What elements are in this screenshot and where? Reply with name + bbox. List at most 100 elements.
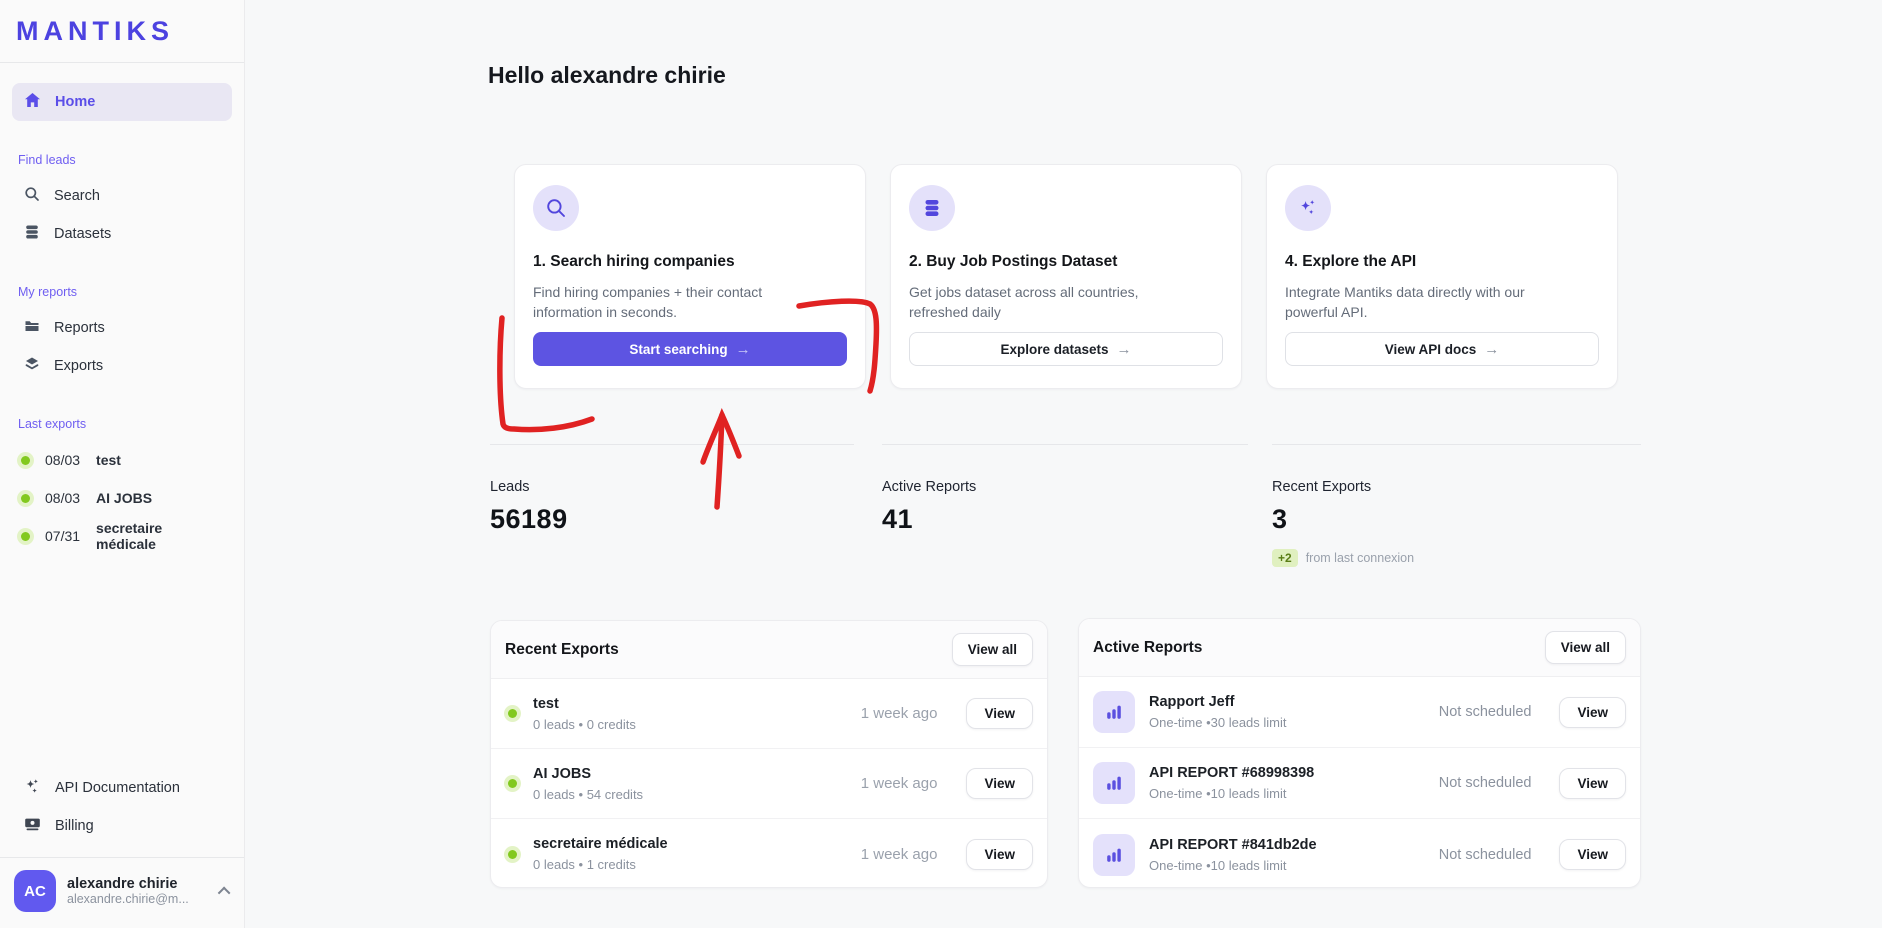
section-label-find-leads: Find leads bbox=[18, 153, 76, 167]
card-description: Integrate Mantiks data directly with our… bbox=[1285, 284, 1525, 321]
card-description: Find hiring companies + their contact in… bbox=[533, 284, 763, 321]
report-name: API REPORT #68998398 bbox=[1149, 765, 1315, 781]
view-api-docs-button[interactable]: View API docs → bbox=[1285, 332, 1599, 366]
sidebar-item-label: Exports bbox=[54, 358, 104, 374]
sidebar-item-label: Search bbox=[54, 188, 100, 204]
arrow-right-icon: → bbox=[735, 340, 751, 358]
report-row: Rapport Jeff One-time •30 leads limit No… bbox=[1079, 677, 1640, 748]
sidebar-item-reports[interactable]: Reports bbox=[12, 309, 232, 347]
database-icon bbox=[909, 185, 955, 231]
sparkles-icon bbox=[24, 778, 41, 799]
export-name: AI JOBS bbox=[533, 765, 592, 782]
view-report-button[interactable]: View bbox=[1559, 839, 1626, 870]
export-row: AI JOBS 0 leads • 54 credits 1 week ago … bbox=[491, 749, 1047, 819]
arrow-right-icon: → bbox=[1484, 340, 1500, 358]
report-meta: One-time •10 leads limit bbox=[1149, 857, 1287, 873]
card-title: 1. Search hiring companies bbox=[533, 253, 735, 270]
onboarding-cards: 1. Search hiring companies Find hiring c… bbox=[514, 164, 1618, 389]
layers-icon bbox=[24, 356, 40, 376]
sidebar-item-api-documentation[interactable]: API Documentation bbox=[12, 769, 232, 807]
stat-active-reports: Active Reports 41 bbox=[882, 444, 1248, 535]
view-report-button[interactable]: View bbox=[1559, 767, 1626, 799]
status-dot-icon bbox=[21, 493, 30, 503]
view-all-exports-button[interactable]: View all bbox=[951, 633, 1033, 666]
mantiks-logo: MANTIKS bbox=[16, 16, 174, 46]
stat-value: 56189 bbox=[490, 504, 568, 534]
status-dot-icon bbox=[508, 849, 517, 859]
panel-header: Recent Exports View all bbox=[491, 621, 1047, 679]
sidebar-footer: API Documentation Billing AC alexandre c… bbox=[0, 769, 244, 928]
database-icon bbox=[24, 224, 40, 244]
bar-chart-icon bbox=[1093, 691, 1135, 733]
billing-icon bbox=[24, 816, 41, 836]
last-export-item[interactable]: 08/03 test bbox=[12, 441, 232, 479]
sidebar-item-label: Reports bbox=[54, 320, 105, 336]
bar-chart-icon bbox=[1093, 833, 1135, 876]
export-info: test 0 leads • 0 credits bbox=[533, 696, 848, 732]
sidebar-item-home[interactable]: Home bbox=[12, 83, 232, 121]
export-row: test 0 leads • 0 credits 1 week ago View bbox=[491, 679, 1047, 749]
search-icon bbox=[24, 186, 40, 206]
export-meta: 0 leads • 0 credits bbox=[533, 716, 636, 732]
user-menu[interactable]: AC alexandre chirie alexandre.chirie@m..… bbox=[12, 858, 232, 928]
button-label: Start searching bbox=[629, 341, 728, 357]
export-row: secretaire médicale 0 leads • 1 credits … bbox=[491, 819, 1047, 887]
report-meta: One-time •10 leads limit bbox=[1149, 786, 1287, 801]
delta-note: from last connexion bbox=[1305, 551, 1415, 565]
explore-datasets-button[interactable]: Explore datasets → bbox=[909, 332, 1223, 366]
export-time: 1 week ago bbox=[860, 705, 938, 722]
stat-label: Recent Exports bbox=[1272, 479, 1372, 495]
sidebar-divider bbox=[0, 62, 244, 63]
view-all-reports-button[interactable]: View all bbox=[1544, 631, 1626, 664]
report-name: Rapport Jeff bbox=[1149, 694, 1235, 710]
button-label: Explore datasets bbox=[1000, 341, 1109, 357]
report-schedule: Not scheduled bbox=[1438, 846, 1532, 863]
stat-value: 41 bbox=[882, 504, 914, 534]
user-meta: alexandre chirie alexandre.chirie@m... bbox=[67, 876, 210, 906]
start-searching-button[interactable]: Start searching → bbox=[533, 332, 847, 366]
export-info: AI JOBS 0 leads • 54 credits bbox=[533, 766, 848, 802]
export-time: 1 week ago bbox=[860, 845, 938, 863]
stat-delta: +2 from last connexion bbox=[1272, 549, 1641, 567]
folder-icon bbox=[24, 318, 40, 338]
bar-chart-icon bbox=[1093, 762, 1135, 804]
report-schedule: Not scheduled bbox=[1438, 775, 1532, 791]
last-export-item[interactable]: 08/03 AI JOBS bbox=[12, 479, 232, 517]
export-name: secretaire médicale bbox=[533, 836, 668, 852]
panel-header: Active Reports View all bbox=[1079, 619, 1640, 677]
panel-title: Recent Exports bbox=[505, 640, 619, 658]
export-time: 1 week ago bbox=[860, 775, 938, 792]
report-row: API REPORT #68998398 One-time •10 leads … bbox=[1079, 748, 1640, 819]
last-export-item[interactable]: 07/31 secretaire médicale bbox=[12, 517, 232, 555]
stat-label: Active Reports bbox=[882, 479, 977, 495]
stat-recent-exports: Recent Exports 3 +2 from last connexion bbox=[1272, 444, 1641, 567]
home-icon bbox=[24, 92, 41, 112]
sidebar-item-exports[interactable]: Exports bbox=[12, 347, 232, 385]
report-info: API REPORT #68998398 One-time •10 leads … bbox=[1149, 765, 1425, 801]
chevron-up-icon bbox=[217, 886, 231, 899]
sidebar-item-search[interactable]: Search bbox=[12, 177, 232, 215]
sidebar-item-billing[interactable]: Billing bbox=[12, 807, 232, 845]
report-info: Rapport Jeff One-time •30 leads limit bbox=[1149, 694, 1425, 730]
export-name: test bbox=[533, 695, 559, 712]
sidebar-item-label: Billing bbox=[55, 818, 94, 834]
export-meta: 0 leads • 1 credits bbox=[533, 857, 636, 872]
report-meta: One-time •30 leads limit bbox=[1149, 715, 1287, 730]
active-reports-panel: Active Reports View all Rapport Jeff One… bbox=[1078, 618, 1641, 888]
sparkles-icon bbox=[1285, 185, 1331, 231]
card-explore-the-api: 4. Explore the API Integrate Mantiks dat… bbox=[1266, 164, 1618, 389]
report-row: API REPORT #841db2de One-time •10 leads … bbox=[1079, 819, 1640, 887]
sidebar: MANTIKS Home Find leads Search Datasets … bbox=[0, 0, 245, 928]
export-info: secretaire médicale 0 leads • 1 credits bbox=[533, 836, 848, 872]
sidebar-item-datasets[interactable]: Datasets bbox=[12, 215, 232, 253]
report-name: API REPORT #841db2de bbox=[1149, 836, 1317, 853]
view-report-button[interactable]: View bbox=[1559, 696, 1626, 728]
sidebar-divider bbox=[0, 857, 244, 858]
view-export-button[interactable]: View bbox=[966, 838, 1033, 870]
card-title: 2. Buy Job Postings Dataset bbox=[909, 253, 1118, 270]
sidebar-item-label: Datasets bbox=[54, 226, 112, 242]
status-dot-icon bbox=[508, 709, 517, 718]
view-export-button[interactable]: View bbox=[966, 768, 1033, 799]
view-export-button[interactable]: View bbox=[966, 698, 1033, 729]
